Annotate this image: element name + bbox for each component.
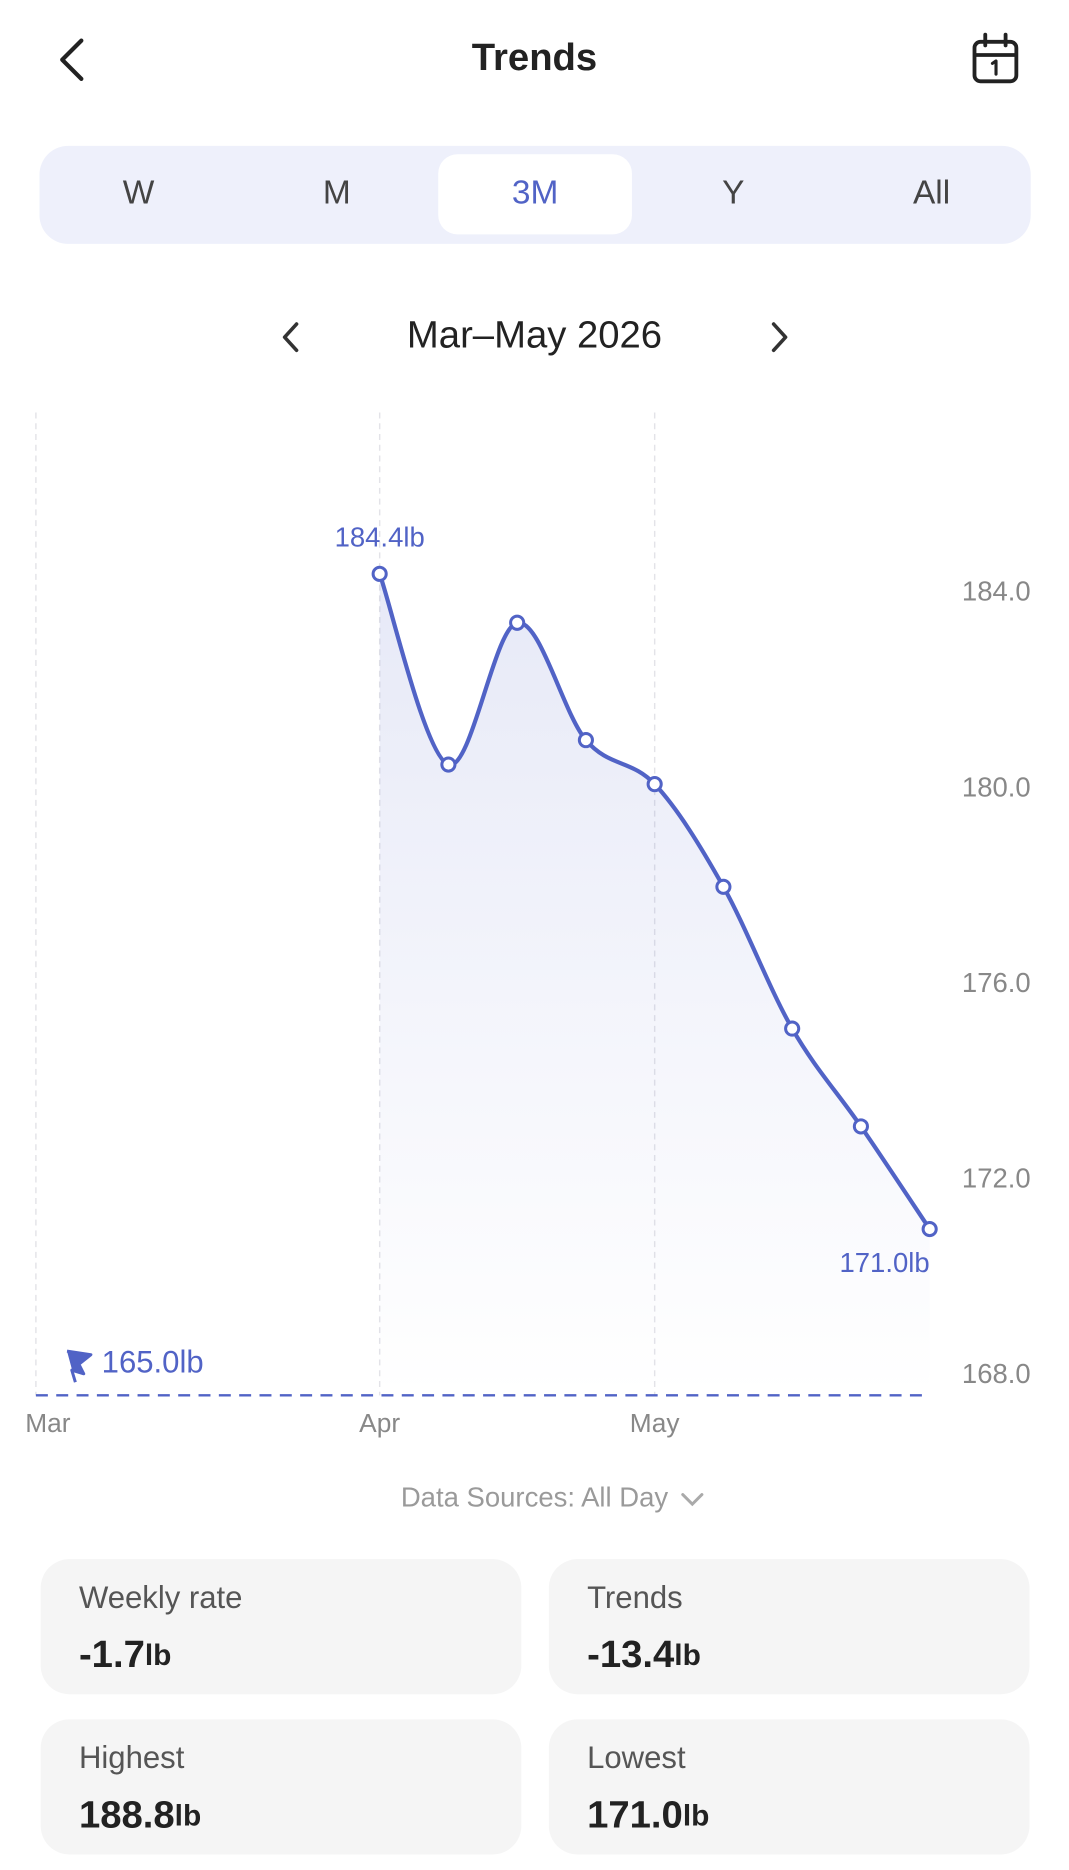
point	[852, 1118, 869, 1135]
chart: Mar Apr May 168.0 172.0 176.0 180.0 184.0 165.0l…	[25, 412, 1031, 1438]
point	[440, 756, 457, 773]
stat-unit: lb	[145, 1639, 172, 1672]
stat-value: 188.8lb	[79, 1794, 201, 1837]
stat-value: 171.0lb	[587, 1794, 709, 1837]
stat-number: -1.7	[79, 1633, 145, 1676]
y-tick-label: 172.0	[962, 1162, 1031, 1193]
stat-card	[40, 1559, 522, 1695]
y-tick-label: 168.0	[962, 1358, 1031, 1389]
next-period[interactable]	[771, 322, 788, 353]
data-sources[interactable]: Data Sources: All Day	[401, 1482, 669, 1513]
area	[379, 573, 930, 1396]
calendar-button[interactable]	[972, 32, 1019, 84]
stat-label: Trends	[587, 1580, 683, 1615]
point	[715, 878, 732, 895]
tab[interactable]: 3M	[512, 175, 558, 212]
point	[921, 1221, 938, 1238]
y-tick-label: 184.0	[962, 576, 1031, 607]
y-tick-label: 180.0	[962, 771, 1031, 802]
y-tick-label: 176.0	[962, 967, 1031, 998]
data-label: 184.4lb	[335, 521, 425, 552]
point	[577, 732, 594, 749]
point	[371, 565, 388, 582]
stat-label: Weekly rate	[79, 1580, 243, 1615]
period-label: Mar–May 2026	[407, 313, 662, 356]
stat-value: -1.7lb	[79, 1633, 171, 1676]
goal-flag	[66, 1349, 93, 1383]
stat-number: 188.8	[79, 1794, 175, 1837]
point	[784, 1020, 801, 1037]
prev-period[interactable]	[282, 322, 299, 353]
stat-unit: lb	[683, 1799, 710, 1832]
back-button[interactable]	[60, 38, 84, 82]
stat-label: Lowest	[587, 1740, 686, 1775]
stat-number: -13.4	[587, 1633, 675, 1676]
stat-card	[548, 1559, 1030, 1695]
stat-card	[40, 1719, 522, 1855]
stat-value: -13.4lb	[587, 1633, 701, 1676]
tab[interactable]: All	[913, 175, 950, 212]
stat-label: Highest	[79, 1740, 185, 1775]
data-label: 171.0lb	[839, 1247, 929, 1278]
x-tick-label: May	[630, 1408, 681, 1438]
stat-number: 171.0	[587, 1794, 683, 1837]
dropdown-chevron	[681, 1493, 704, 1507]
x-tick-label: Mar	[25, 1408, 71, 1438]
tab[interactable]: M	[323, 175, 351, 212]
x-tick-label: Apr	[359, 1408, 400, 1438]
page-title: Trends	[472, 36, 597, 79]
tab-selected-bg	[438, 154, 632, 235]
point	[646, 776, 663, 793]
goal-label: 165.0lb	[102, 1344, 204, 1379]
point	[509, 614, 526, 631]
tab[interactable]: W	[123, 175, 155, 212]
stat-card	[548, 1719, 1030, 1855]
stat-unit: lb	[175, 1799, 202, 1832]
tab[interactable]: Y	[722, 175, 744, 212]
stat-unit: lb	[674, 1639, 701, 1672]
